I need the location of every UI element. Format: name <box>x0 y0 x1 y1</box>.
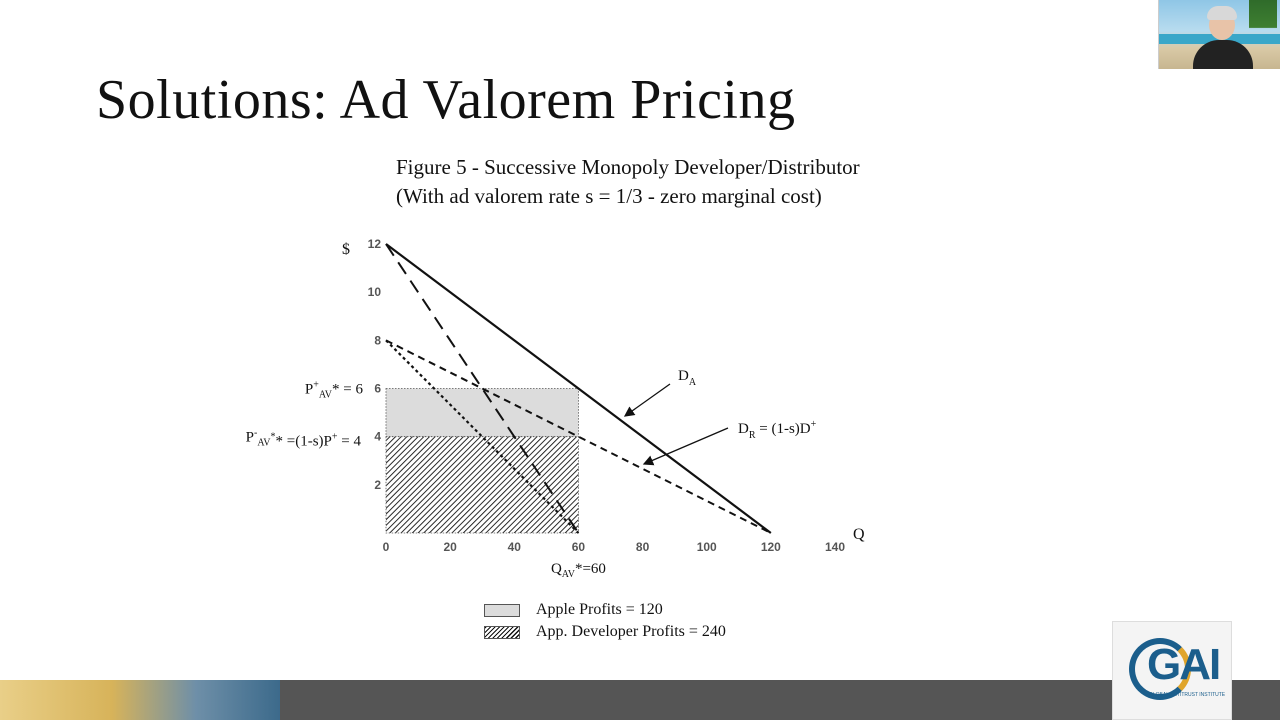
y-tick-label: 4 <box>374 430 381 444</box>
x-tick-label: 140 <box>825 540 845 554</box>
label-p-plus-av: P+AV* = 6 <box>305 380 364 401</box>
y-tick-label: 10 <box>368 285 382 299</box>
x-tick-label: 20 <box>443 540 457 554</box>
y-tick-label: 2 <box>374 478 381 492</box>
x-tick-label: 80 <box>636 540 650 554</box>
gai-logo: GAI GLOBAL ANTITRUST INSTITUTE <box>1112 621 1232 720</box>
figure-title: Figure 5 - Successive Monopoly Developer… <box>396 153 860 211</box>
chart-legend: Apple Profits = 120 App. Developer Profi… <box>484 599 726 643</box>
x-tick-label: 100 <box>697 540 717 554</box>
label-d-r: DR = (1-s)D+ <box>738 419 817 441</box>
legend-swatch-apple <box>484 603 520 617</box>
region-developer-profits <box>385 436 579 534</box>
label-q-av-star: QAV*=60 <box>551 561 606 580</box>
x-tick-label: 120 <box>761 540 781 554</box>
line-mr-da <box>385 243 580 534</box>
line-da <box>385 243 772 534</box>
y-tick-label: 8 <box>374 333 381 347</box>
y-tick-label: 12 <box>368 237 382 251</box>
figure-title-line-2: (With ad valorem rate s = 1/3 - zero mar… <box>396 184 822 208</box>
label-d-a: DA <box>678 368 697 388</box>
legend-label-developer: App. Developer Profits = 240 <box>536 623 726 640</box>
y-tick-label: 6 <box>374 382 381 396</box>
arrow-d-a <box>623 383 671 417</box>
label-p-minus-av: P-AV** =(1-s)P+ = 4 <box>246 428 362 450</box>
x-tick-label: 0 <box>383 540 390 554</box>
logo-subtext: GLOBAL ANTITRUST INSTITUTE <box>1149 692 1226 698</box>
legend-item-apple: Apple Profits = 120 <box>484 599 726 621</box>
presenter-video-thumbnail <box>1158 0 1280 69</box>
region-apple-profits <box>385 388 579 438</box>
x-tick-label: 40 <box>508 540 522 554</box>
logo-text: GAI <box>1147 640 1221 689</box>
legend-item-developer: App. Developer Profits = 240 <box>484 621 726 643</box>
footer-photo <box>0 680 280 720</box>
legend-label-apple: Apple Profits = 120 <box>536 601 663 618</box>
arrow-d-r <box>642 427 729 466</box>
legend-swatch-developer <box>484 625 520 639</box>
logo-ring-icon <box>1129 638 1191 700</box>
figure-title-line-1: Figure 5 - Successive Monopoly Developer… <box>396 155 860 179</box>
y-axis-label: $ <box>342 241 350 258</box>
x-axis-label: Q <box>853 526 865 543</box>
slide-title: Solutions: Ad Valorem Pricing <box>96 69 796 131</box>
x-tick-label: 60 <box>572 540 586 554</box>
